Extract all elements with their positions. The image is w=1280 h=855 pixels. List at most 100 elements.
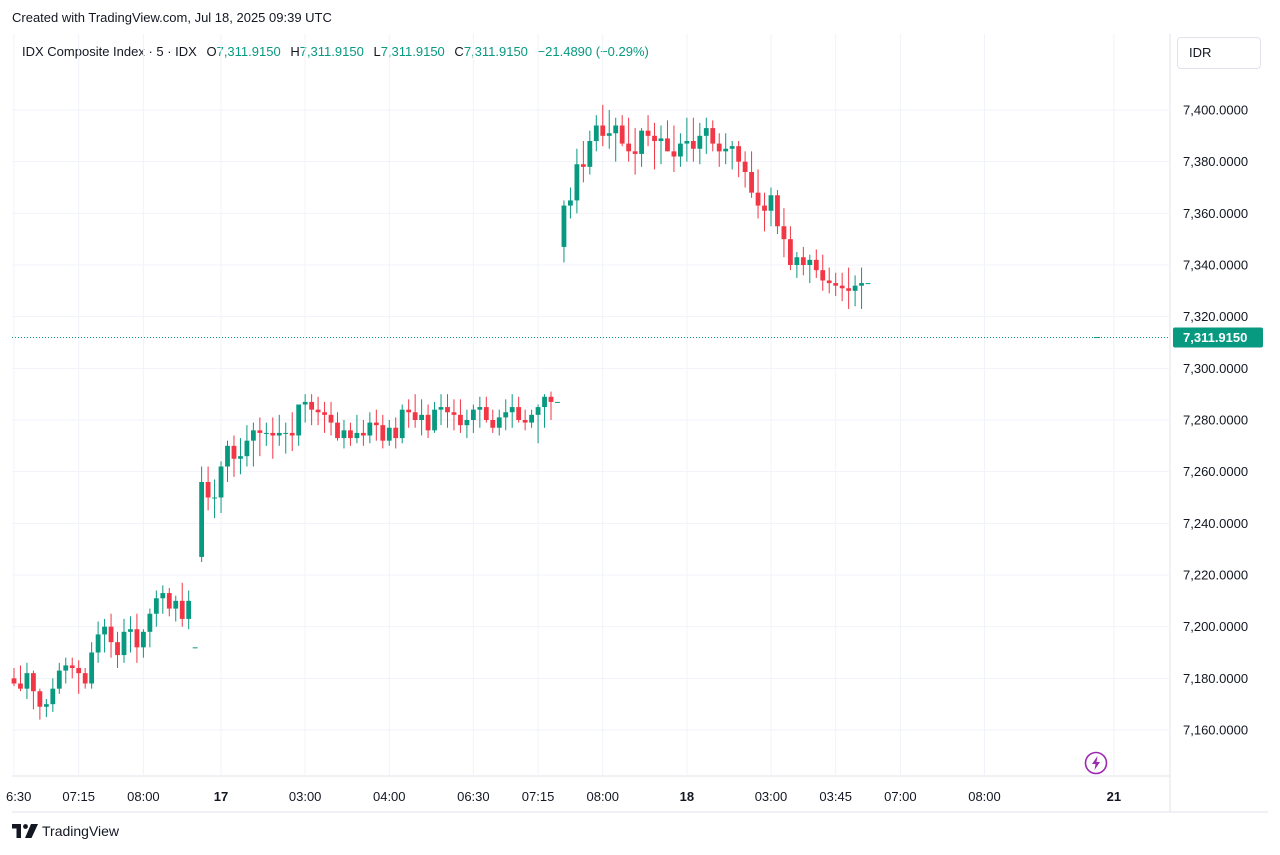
candle-body	[218, 466, 224, 498]
candle-body	[192, 647, 198, 649]
candle-body	[490, 420, 496, 428]
change-value: −21.4890 (−0.29%)	[537, 44, 649, 59]
candle	[568, 187, 573, 219]
candle-body	[412, 412, 418, 420]
candle-body	[354, 432, 360, 439]
candle-body	[665, 138, 670, 152]
y-tick-label: 7,220.0000	[1183, 568, 1248, 583]
candle	[788, 226, 793, 271]
candle	[328, 401, 334, 436]
candle-body	[516, 407, 522, 420]
candle	[606, 110, 612, 149]
candle	[438, 394, 444, 426]
ohlc-legend: IDX Composite Index · 5 · IDX O7,311.915…	[22, 44, 649, 59]
candle-body	[678, 143, 683, 157]
candle	[652, 122, 657, 170]
candle-body	[11, 678, 17, 684]
candle	[574, 148, 580, 214]
candle	[561, 200, 567, 263]
candle	[470, 404, 476, 433]
candle	[128, 616, 133, 653]
candle-body	[555, 401, 560, 403]
candle	[542, 394, 547, 428]
candle-body	[535, 407, 541, 415]
candle	[315, 396, 321, 426]
candle-body	[296, 404, 302, 436]
tradingview-logo[interactable]: TradingView	[12, 823, 119, 839]
candle	[283, 422, 289, 454]
candle-body	[367, 422, 373, 436]
candle	[192, 647, 198, 649]
x-tick-label: 08:00	[968, 789, 1001, 804]
candle	[263, 422, 269, 446]
candle	[205, 466, 211, 511]
candle	[852, 275, 858, 307]
candle	[218, 461, 224, 513]
candle-body	[697, 135, 703, 149]
candle-body	[794, 257, 800, 265]
candle-body	[270, 432, 276, 436]
candle-body	[76, 668, 82, 674]
candle	[703, 117, 709, 154]
candle	[503, 399, 509, 431]
candle-body	[108, 626, 114, 643]
candle	[509, 394, 515, 428]
currency-button[interactable]: IDR	[1177, 37, 1261, 69]
candle-body	[18, 683, 23, 689]
candle	[244, 425, 250, 467]
candle	[335, 412, 340, 441]
candle	[354, 414, 360, 444]
candle	[50, 678, 56, 712]
candle	[548, 391, 554, 420]
candle-body	[690, 141, 696, 149]
candle	[367, 412, 373, 444]
candle	[302, 394, 308, 423]
candle	[102, 618, 107, 653]
candle-body	[37, 691, 43, 707]
candle	[632, 128, 638, 175]
candle-body	[509, 407, 515, 413]
x-tick-label: 07:00	[884, 789, 917, 804]
candle	[166, 587, 172, 617]
candle	[826, 267, 832, 294]
candle-body	[328, 414, 334, 423]
candle	[31, 670, 36, 710]
candle-body	[399, 409, 405, 439]
candle-body	[807, 259, 813, 265]
x-tick-label: 04:00	[373, 789, 406, 804]
candle	[490, 409, 496, 433]
candle-body	[839, 285, 845, 289]
candle	[684, 117, 690, 162]
candle	[341, 420, 347, 449]
candle	[833, 272, 839, 296]
candle-body	[69, 665, 75, 668]
candle-body	[587, 141, 593, 167]
close-label: C	[454, 44, 464, 59]
candle	[762, 192, 767, 232]
candle-body	[762, 205, 767, 211]
symbol-label[interactable]: IDX Composite Index · 5 · IDX	[22, 44, 197, 59]
candle	[399, 404, 405, 444]
close-value: 7,311.9150	[463, 44, 528, 59]
candle	[419, 399, 425, 436]
candle	[626, 117, 632, 162]
candle	[134, 613, 140, 663]
candle-body	[820, 270, 826, 281]
x-tick-label: 08:00	[586, 789, 619, 804]
candle-body	[742, 161, 748, 172]
candle	[671, 125, 677, 172]
lightning-bolt-icon[interactable]	[1084, 751, 1108, 775]
candle	[813, 249, 819, 278]
candle-body	[225, 445, 230, 467]
candle	[710, 120, 716, 152]
candle	[742, 151, 748, 188]
candle	[276, 414, 282, 446]
candle-body	[406, 409, 412, 413]
candle-body	[425, 414, 431, 431]
candle-body	[31, 673, 36, 692]
candle-body	[846, 288, 852, 291]
candle-body	[852, 285, 858, 291]
candle	[82, 668, 88, 689]
low-value: 7,311.9150	[380, 44, 445, 59]
